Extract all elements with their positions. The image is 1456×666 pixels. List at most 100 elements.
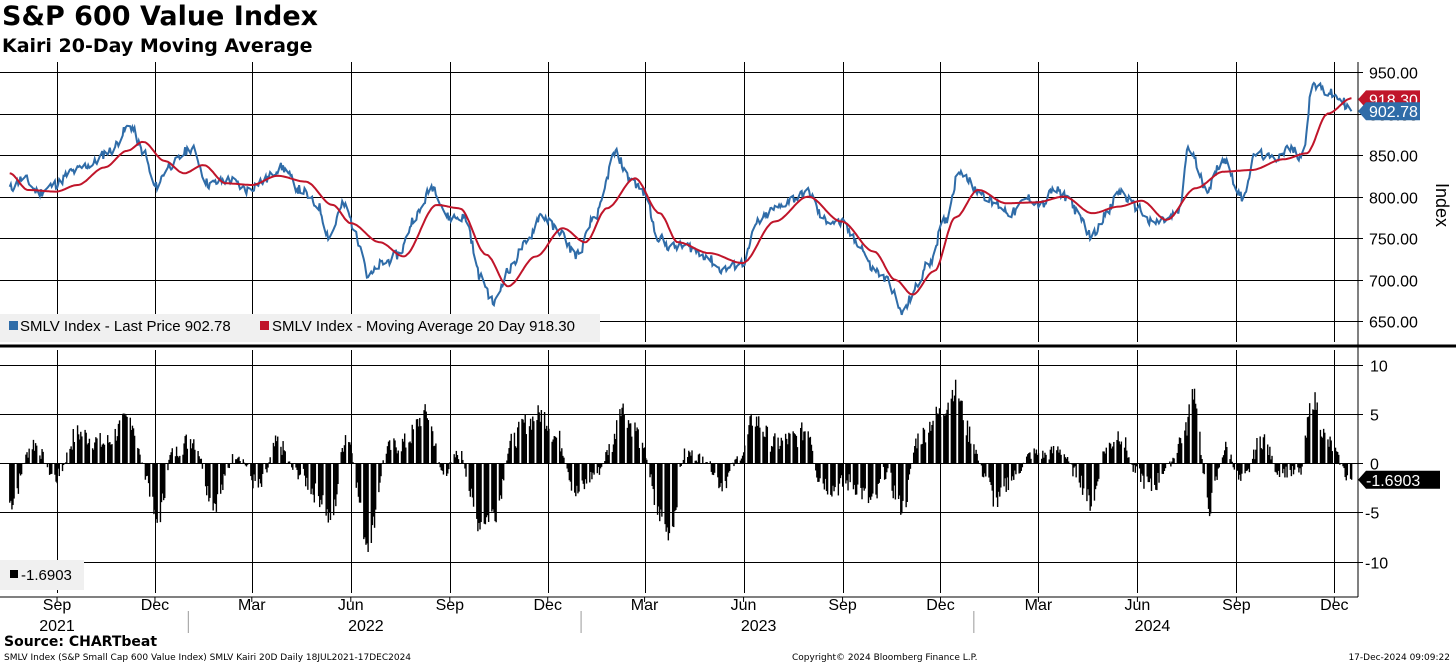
kairi-bar — [530, 429, 533, 464]
kairi-bar — [824, 463, 827, 479]
kairi-bar — [1049, 449, 1052, 464]
kairi-bar — [1059, 449, 1061, 464]
kairi-bar — [373, 463, 376, 528]
kairi-bar — [1155, 463, 1157, 490]
kairi-bar — [95, 437, 97, 464]
kairi-bar — [280, 446, 282, 464]
kairi-bar — [313, 463, 316, 503]
kairi-bar — [1331, 451, 1333, 464]
kairi-bar — [500, 463, 503, 499]
kairi-bar — [1021, 463, 1024, 468]
kairi-bar — [1215, 463, 1217, 477]
kairi-bar — [867, 463, 870, 504]
kairi-bar — [967, 441, 970, 464]
kairi-bar — [674, 463, 676, 512]
kairi-bar — [1051, 453, 1054, 464]
kairi-bar — [945, 413, 947, 464]
kairi-bar — [1185, 422, 1187, 464]
kairi-bar — [409, 441, 411, 464]
kairi-bar — [359, 463, 362, 503]
kairi-bar — [198, 456, 200, 464]
kairi-bar — [1036, 454, 1039, 464]
kairi-bar — [99, 433, 101, 464]
kairi-bar — [1102, 451, 1104, 464]
kairi-bar — [984, 463, 986, 474]
chart-subtitle: Kairi 20-Day Moving Average — [2, 35, 313, 57]
kairi-bar — [297, 463, 299, 480]
kairi-bar — [509, 440, 511, 464]
kairi-bar — [563, 457, 565, 464]
kairi-bar — [756, 425, 759, 464]
kairi-bar — [853, 463, 856, 485]
legend-label-moving-average: SMLV Index - Moving Average 20 Day 918.3… — [272, 318, 575, 335]
kairi-bar — [608, 444, 610, 464]
kairi-bar — [1071, 463, 1073, 465]
kairi-bar — [973, 444, 975, 464]
kairi-bar — [222, 463, 224, 491]
kairi-bar — [1253, 449, 1255, 464]
kairi-bar — [214, 463, 217, 505]
kairi-bar — [80, 431, 82, 464]
kairi-bar — [192, 443, 194, 464]
kairi-bar — [622, 403, 624, 464]
kairi-bar — [27, 457, 29, 464]
kairi-bar — [453, 454, 455, 464]
kairi-bar — [404, 433, 406, 464]
kairi-bar — [178, 457, 180, 464]
kairi-bar — [854, 463, 857, 495]
kairi-bar — [905, 463, 907, 508]
kairi-bar — [40, 458, 42, 464]
kairi-bar — [877, 463, 879, 484]
price-y-tick-label: 700.00 — [1369, 274, 1418, 291]
kairi-bar — [1052, 445, 1055, 464]
kairi-bar — [1271, 455, 1273, 464]
kairi-bar — [84, 429, 86, 464]
kairi-bar — [726, 463, 729, 477]
kairi-bar — [126, 416, 128, 464]
kairi-bar — [1191, 389, 1194, 464]
kairi-bar — [619, 409, 621, 464]
kairi-bar — [1134, 463, 1137, 473]
kairi-bar — [494, 463, 496, 522]
kairi-bar — [763, 436, 765, 464]
kairi-bar — [1037, 453, 1040, 464]
kairi-bar — [1289, 463, 1292, 470]
kairi-bar — [1089, 463, 1091, 511]
kairi-bar — [96, 438, 98, 464]
kairi-bar — [1218, 463, 1220, 468]
kairi-bar — [886, 463, 888, 473]
moving-average-series-line — [9, 97, 1352, 296]
kairi-bar — [819, 463, 821, 479]
x-month-label: Mar — [1025, 597, 1053, 614]
kairi-bar — [103, 444, 106, 464]
kairi-bar — [336, 463, 338, 495]
kairi-bar — [312, 463, 314, 495]
kairi-bar — [1284, 463, 1286, 478]
kairi-bar — [679, 463, 681, 467]
kairi-bar — [536, 420, 538, 464]
kairi-bar — [822, 463, 824, 484]
kairi-bar — [16, 463, 19, 489]
kairi-bar — [1345, 463, 1347, 481]
kairi-bar — [1094, 463, 1097, 490]
x-month-label: Sep — [436, 597, 465, 614]
kairi-bar — [922, 427, 925, 464]
kairi-bar — [43, 462, 45, 464]
kairi-bar — [754, 426, 757, 464]
kairi-bar — [340, 452, 342, 464]
kairi-bar — [1081, 463, 1084, 495]
kairi-bar — [591, 463, 593, 480]
kairi-bar — [1043, 457, 1045, 464]
legend-background — [0, 314, 600, 342]
kairi-bar — [1080, 463, 1083, 476]
kairi-bar — [848, 463, 850, 475]
kairi-bar — [1018, 463, 1020, 474]
kairi-bar — [328, 463, 331, 513]
kairi-bar — [554, 436, 557, 464]
kairi-bar — [471, 463, 474, 498]
kairi-last-value-tag: -1.6903 — [1358, 470, 1440, 490]
kairi-bar — [748, 425, 750, 464]
x-month-label: Dec — [1320, 597, 1348, 614]
footer-timestamp: 17-Dec-2024 09:09:22 — [1348, 653, 1450, 663]
kairi-bar — [878, 463, 880, 483]
